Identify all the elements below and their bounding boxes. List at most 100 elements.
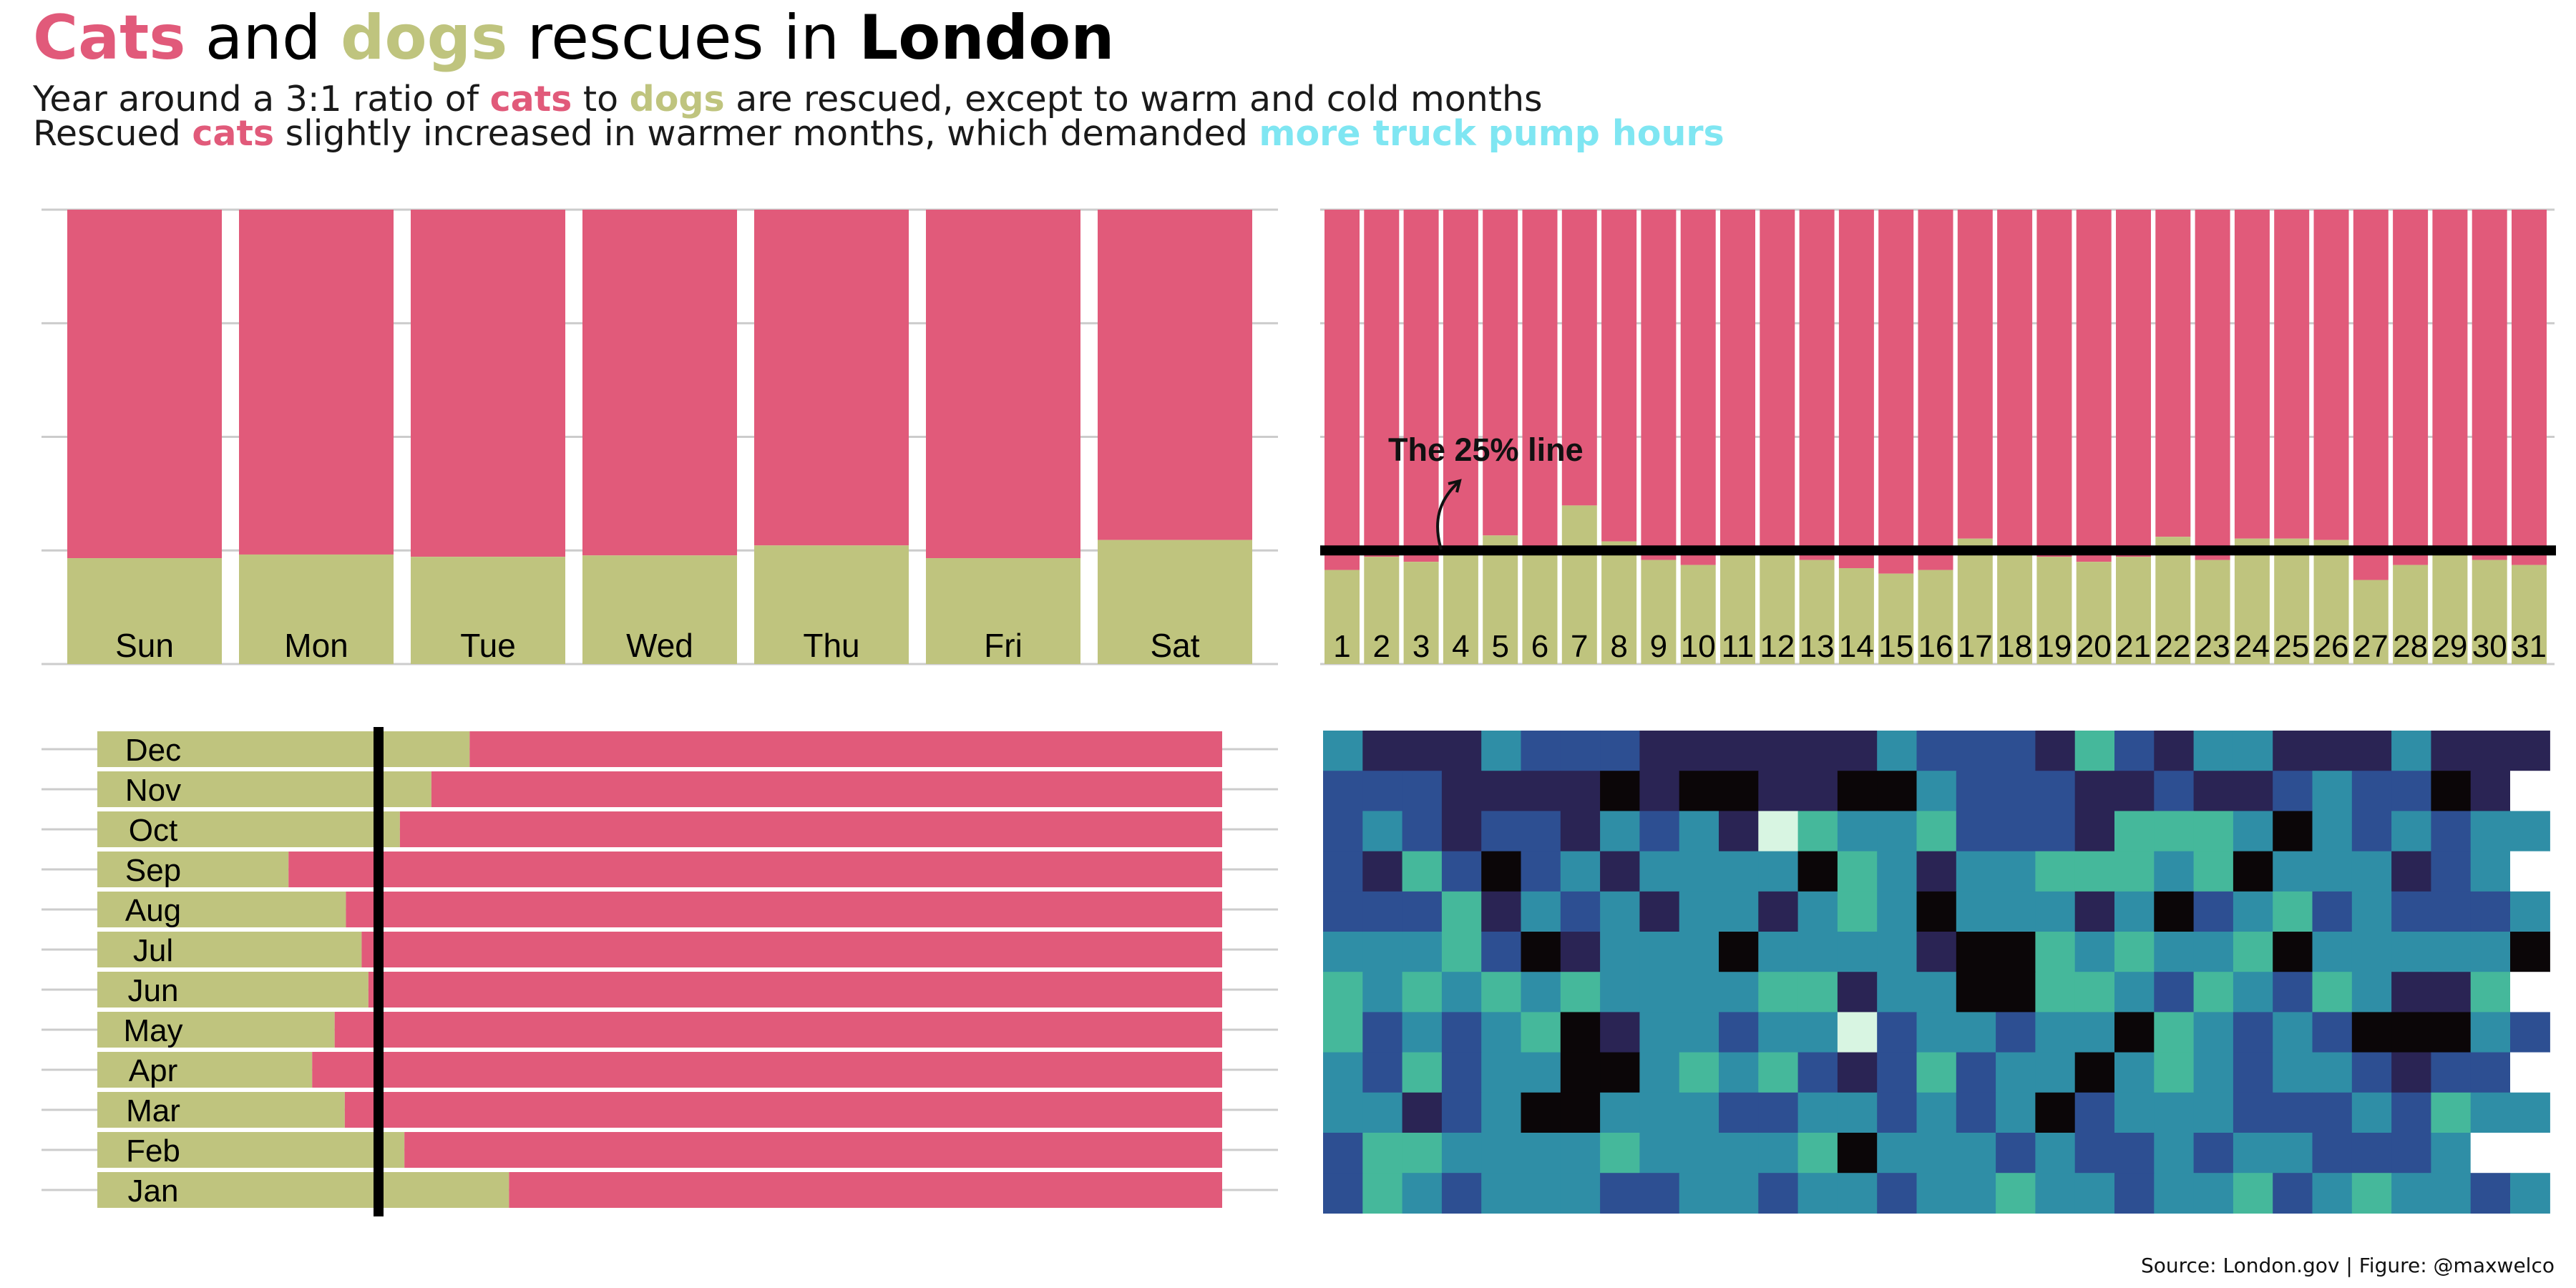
day-of-month-chart: 1 2 3 4 5 6 7 8 9 10 11 12 13 14 15 16 17 18 19 20 21 22 23 24 2… [1320, 208, 2556, 665]
annotation-arrow [1436, 481, 1460, 550]
dom-bar-cat [1997, 210, 2033, 555]
heatmap-cell [2154, 1092, 2195, 1133]
dom-bar-dog [2195, 560, 2230, 664]
heatmap-cell [2431, 972, 2472, 1013]
heatmap-cell [1600, 891, 1640, 932]
heatmap-cell [2154, 932, 2195, 972]
heatmap-cell [1679, 891, 1719, 932]
weekday-label: Sun [115, 627, 174, 664]
heatmap-cell [1639, 771, 1680, 811]
heatmap-cell [2391, 771, 2431, 811]
weekday-bar-dog [582, 555, 737, 664]
heatmap-cell [1837, 851, 1878, 892]
heatmap-cell [2312, 1052, 2353, 1093]
heatmap-cell [2312, 1173, 2353, 1214]
heatmap-cell [1679, 1133, 1719, 1174]
heatmap-cell [1402, 731, 1443, 771]
heatmap-cell [2154, 891, 2195, 932]
heatmap-cell [1481, 1052, 1522, 1093]
heatmap-cell [1323, 851, 1363, 892]
heatmap-cell [1837, 1173, 1878, 1214]
heatmap-cell [2431, 891, 2472, 932]
weekday-label: Thu [803, 627, 859, 664]
heatmap-cell [1600, 1052, 1640, 1093]
month-bar-dog [97, 972, 369, 1008]
heatmap-cell [1600, 972, 1640, 1013]
dom-bar-dog [2274, 538, 2310, 664]
month-bar-dog [97, 1132, 405, 1168]
heatmap-cell [2510, 811, 2550, 852]
heatmap-cell [1402, 771, 1443, 811]
heatmap-cell [1481, 731, 1522, 771]
heatmap-cell [1877, 731, 1918, 771]
heatmap-cell [2233, 771, 2273, 811]
month-label: Dec [125, 733, 181, 768]
heatmap-cell [2273, 1092, 2313, 1133]
heatmap-cell [2470, 851, 2511, 892]
subtitle-2-a: Rescued [33, 113, 192, 154]
heatmap-cell [2391, 1092, 2431, 1133]
heatmap-cell [1441, 1133, 1482, 1174]
heatmap-cell [2193, 1052, 2234, 1093]
heatmap-cell [1521, 851, 1561, 892]
heatmap-cell [1402, 851, 1443, 892]
heatmap-cell [2431, 1173, 2472, 1214]
heatmap-cell [1916, 811, 1957, 852]
heatmap-cell [1956, 811, 1996, 852]
heatmap-cell [1481, 811, 1522, 852]
heatmap-cell [1758, 1092, 1799, 1133]
heatmap-cell [2273, 771, 2313, 811]
heatmap-cell [1362, 1133, 1403, 1174]
weekday-bar-dog [67, 558, 222, 664]
heatmap-cell [1797, 932, 1838, 972]
heatmap-cell [2273, 1012, 2313, 1053]
heatmap-cell [1837, 731, 1878, 771]
month-bar-dog [97, 852, 289, 887]
heatmap-cell [1560, 1173, 1601, 1214]
heatmap-cell [2154, 1052, 2195, 1093]
heatmap-cell [1402, 1052, 1443, 1093]
heatmap-cell [2510, 1012, 2550, 1053]
heatmap-cell [1521, 1092, 1561, 1133]
heatmap-cell [1877, 1052, 1918, 1093]
dom-bar-cat [1680, 210, 1716, 565]
month-bar-dog [97, 1052, 313, 1088]
heatmap-cell [1362, 811, 1403, 852]
month-bar-dog [97, 731, 470, 767]
month-bar-dog [97, 1092, 345, 1128]
heatmap-cell [1877, 1012, 1918, 1053]
heatmap-cell [1560, 1133, 1601, 1174]
heatmap-cell [1956, 972, 1996, 1013]
heatmap-cell [1560, 1052, 1601, 1093]
heatmap-cell [1639, 1133, 1680, 1174]
heatmap-cell [1837, 1092, 1878, 1133]
heatmap-cell [1758, 1052, 1799, 1093]
month-label: Jul [133, 933, 173, 968]
heatmap-cell [2470, 1133, 2511, 1174]
dom-label: 3 [1413, 629, 1430, 664]
heatmap-cell [1679, 851, 1719, 892]
dom-label: 29 [2432, 629, 2467, 664]
heatmap-cell [1441, 851, 1482, 892]
heatmap-cell [1956, 1133, 1996, 1174]
heatmap-cell [1362, 1173, 1403, 1214]
heatmap-cell [2233, 851, 2273, 892]
heatmap-cell [1758, 972, 1799, 1013]
dom-label: 20 [2077, 629, 2112, 664]
weekday-bar-cat [67, 210, 222, 559]
dom-bar-dog [1483, 535, 1518, 664]
heatmap-cell [1639, 731, 1680, 771]
heatmap-cell [1837, 891, 1878, 932]
subtitle-2-c: slightly increased in warmer months, whi… [274, 113, 1259, 154]
heatmap-cell [2391, 891, 2431, 932]
heatmap-cell [1521, 731, 1561, 771]
heatmap-cell [1679, 1052, 1719, 1093]
weekday-bar-dog [926, 558, 1080, 664]
heatmap-cell [1956, 851, 1996, 892]
heatmap-cell [1837, 1012, 1878, 1053]
weekday-bar-cat [1098, 210, 1252, 540]
dom-bar-dog [1720, 555, 1755, 664]
heatmap-cell [1837, 1133, 1878, 1174]
month-label: Mar [126, 1093, 180, 1128]
heatmap-cell [1996, 771, 2036, 811]
